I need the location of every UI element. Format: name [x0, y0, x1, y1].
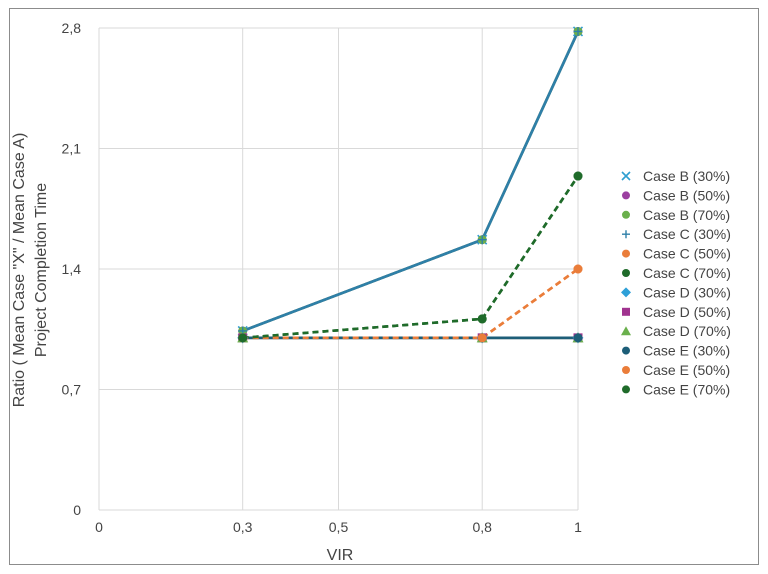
marker-circle — [573, 171, 583, 181]
legend-entry: Case D (50%) — [643, 304, 731, 320]
x-tick-label: 0,3 — [233, 519, 253, 535]
legend-entry: Case B (70%) — [643, 207, 730, 223]
series-line — [242, 30, 580, 333]
chart-frame — [9, 8, 759, 565]
y-tick-label: 2,8 — [62, 20, 82, 36]
marker-circle — [238, 333, 248, 343]
grid — [98, 27, 579, 511]
marker-circle — [622, 249, 630, 258]
marker-circle — [477, 333, 487, 343]
series-line — [242, 267, 579, 340]
marker-circle — [622, 210, 630, 219]
x-tick-label: 0,5 — [329, 519, 349, 535]
legend-entry: Case D (70%) — [643, 323, 731, 339]
marker-circle — [573, 264, 583, 274]
marker-plus — [573, 26, 583, 36]
x-tick-label: 0,8 — [472, 519, 492, 535]
marker-circle — [477, 314, 487, 324]
series-line — [242, 30, 580, 333]
legend-entry: Case B (30%) — [643, 168, 730, 184]
y-tick-labels: 0 0,7 1,4 2,1 2,8 — [62, 20, 82, 518]
y-tick-label: 1,4 — [62, 261, 82, 277]
marker-x — [621, 171, 631, 181]
legend-entry: Case D (30%) — [643, 284, 731, 300]
y-axis-title-line-2: Project Completion Time — [33, 183, 50, 357]
legend: Case B (30%) Case B (50%) Case B (70%) Case… — [621, 168, 731, 397]
marker-diamond — [621, 287, 631, 298]
series-line — [242, 30, 580, 333]
marker-triangle — [621, 326, 631, 336]
series-line — [242, 30, 580, 333]
x-axis-title: VIR — [327, 547, 354, 564]
marker-circle — [622, 346, 630, 355]
marker-circle — [622, 385, 630, 394]
marker-plus — [622, 230, 630, 239]
series-line — [242, 267, 579, 340]
legend-entry: Case B (50%) — [643, 187, 730, 203]
legend-entry: Case E (30%) — [643, 343, 730, 359]
y-tick-label: 0,7 — [62, 382, 82, 398]
series-lines — [242, 30, 580, 340]
marker-circle — [573, 333, 583, 343]
y-tick-label: 0 — [73, 502, 81, 518]
series-line — [242, 175, 580, 340]
series-markers — [237, 26, 584, 344]
marker-plus — [477, 235, 487, 245]
series-line — [242, 175, 580, 340]
x-tick-label: 0 — [95, 519, 103, 535]
legend-entry: Case E (70%) — [643, 381, 730, 397]
marker-circle — [622, 366, 630, 374]
y-tick-label: 2,1 — [62, 141, 82, 157]
y-axis-title-line-1: Ratio ( Mean Case "X" / Mean Case A) — [11, 133, 28, 408]
legend-entry: Case E (50%) — [643, 362, 730, 378]
marker-circle — [622, 191, 630, 200]
marker-circle — [622, 269, 630, 277]
legend-entry: Case C (50%) — [643, 246, 731, 262]
x-tick-labels: 0 0,3 0,5 0,8 1 — [95, 519, 582, 535]
marker-square — [622, 307, 630, 316]
legend-entry: Case C (30%) — [643, 226, 731, 242]
x-tick-label: 1 — [574, 519, 582, 535]
legend-entry: Case C (70%) — [643, 265, 731, 281]
